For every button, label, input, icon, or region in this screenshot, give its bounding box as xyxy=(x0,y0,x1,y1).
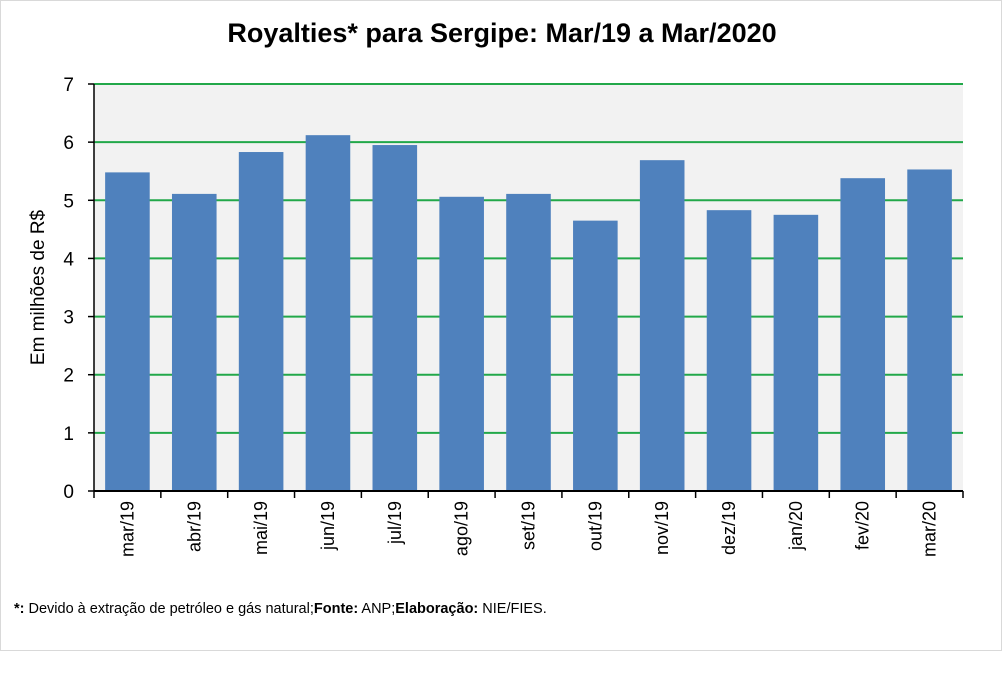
bar-fev-20 xyxy=(840,178,886,492)
x-tick-label: fev/20 xyxy=(853,501,873,550)
x-tick-label: jun/19 xyxy=(318,501,338,551)
footnote: *: Devido à extração de petróleo e gás n… xyxy=(14,601,547,617)
x-tick-label: ago/19 xyxy=(452,501,472,556)
bar-mar-19 xyxy=(105,172,150,491)
footnote-source-value: ANP; xyxy=(358,601,396,617)
chart-title: Royalties* para Sergipe: Mar/19 a Mar/20… xyxy=(227,18,777,48)
x-tick-label: jul/19 xyxy=(385,501,405,545)
chart-plot: 0 1 2 3 4 5 6 7 mar/19 abr/19 mai/19 jun/19 jul/19 ag… xyxy=(28,75,964,557)
x-tick-label: out/19 xyxy=(585,501,605,551)
bar-out-19 xyxy=(573,220,618,491)
y-tick-label: 5 xyxy=(63,191,74,212)
bar-jan-20 xyxy=(773,214,819,492)
axes xyxy=(88,83,964,498)
footnote-credit-value: NIE/FIES. xyxy=(478,601,547,617)
bar-dez-19 xyxy=(706,210,752,492)
x-tick-label: dez/19 xyxy=(719,501,739,555)
bar-ago-19 xyxy=(439,196,484,491)
x-tick-label: set/19 xyxy=(519,501,539,550)
bars xyxy=(105,135,952,492)
y-axis-title: Em milhões de R$ xyxy=(28,209,49,365)
x-tick-label: mar/20 xyxy=(920,501,940,557)
x-tick-label: mar/19 xyxy=(117,501,137,557)
x-tick-label: jan/20 xyxy=(786,501,806,551)
y-tick-label: 2 xyxy=(63,366,74,387)
bar-nov-19 xyxy=(639,160,685,491)
x-tick-label: mai/19 xyxy=(251,501,271,555)
x-tick-label: abr/19 xyxy=(184,501,204,552)
footnote-marker: *: xyxy=(14,601,25,617)
y-tick-label: 1 xyxy=(63,424,74,445)
y-tick-label: 0 xyxy=(63,482,74,503)
bar-set-19 xyxy=(506,193,551,491)
bar-jul-19 xyxy=(372,145,418,492)
bar-mar-20 xyxy=(907,169,952,491)
footnote-source-label: Fonte: xyxy=(313,601,359,617)
footnote-note: Devido à extração de petróleo e gás natu… xyxy=(24,601,314,617)
bar-mai-19 xyxy=(238,152,284,491)
bottom-band xyxy=(0,651,1004,675)
bar-abr-19 xyxy=(171,193,217,491)
y-tick-label: 4 xyxy=(63,249,74,270)
tick-labels: 0 1 2 3 4 5 6 7 mar/19 abr/19 mai/19 jun/19 jul/19 ag… xyxy=(63,75,939,557)
y-tick-label: 3 xyxy=(63,308,74,329)
y-tick-label: 6 xyxy=(63,133,74,154)
footnote-credit-label: Elaboração: xyxy=(395,601,479,617)
bar-jun-19 xyxy=(305,135,351,491)
x-tick-label: nov/19 xyxy=(652,501,672,555)
y-tick-label: 7 xyxy=(63,75,74,96)
